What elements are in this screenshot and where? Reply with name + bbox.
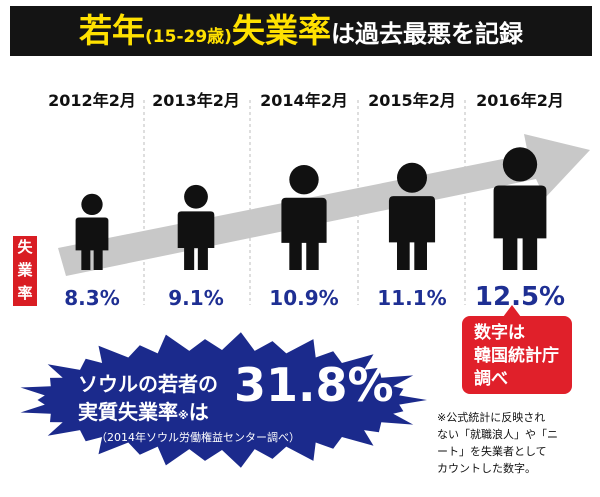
title-part-age: (15-29歳) [145,27,232,47]
year-label: 2013年2月 [152,91,240,110]
figure-head [81,193,103,216]
side-label-char: 業 [17,261,33,279]
person-figure [281,164,327,270]
person-figure [493,147,547,270]
side-label-char: 率 [17,284,33,302]
value-label: 10.9% [269,286,338,310]
callout-line: 韓国統計庁 [474,346,559,366]
figure-head [184,184,208,209]
person-figure [388,162,436,270]
footnote-line: カウントした数字。 [437,462,536,475]
footnote-line: ※公式統計に反映され [437,411,546,424]
seoul-real-rate-value: 31.8% [234,358,394,412]
burst-note-mark: ※ [178,409,189,422]
figure-body [388,196,436,270]
figure-body [493,185,547,270]
person-figure [75,193,109,270]
callout-tail [503,305,521,317]
title-bar: 若年(15-29歳)失業率は過去最悪を記録 [10,6,592,56]
figure-head [289,164,319,195]
side-label-unemployment-rate: 失 業 率 [13,236,37,306]
person-figure [177,184,215,270]
year-label: 2014年2月 [260,91,348,110]
page-title: 若年(15-29歳)失業率は過去最悪を記録 [10,6,592,56]
starburst-shape [20,332,427,468]
footnote-line: ート」を失業者として [437,445,547,458]
title-part-rate: 失業率 [231,11,331,50]
value-label: 11.1% [377,286,446,310]
year-label: 2012年2月 [48,91,136,110]
source-callout: 数字は 韓国統計庁 調べ [462,316,572,394]
year-label: 2016年2月 [476,91,564,110]
person-figures [75,147,547,270]
year-label: 2015年2月 [368,91,456,110]
callout-line: 数字は [474,323,525,343]
value-label: 9.1% [168,286,223,310]
burst-line-2-text: 実質失業率 [78,400,178,424]
figure-head [397,162,427,193]
burst-line-1: ソウルの若者の [78,372,218,396]
burst-particle: は [188,400,209,424]
footnote-line: ない「就職浪人」や「ニ [437,428,558,441]
value-label: 8.3% [64,286,119,310]
title-part-worst: は過去最悪を記録 [330,20,523,48]
burst-line-2: 実質失業率※は [78,396,209,425]
figure-head [502,147,538,182]
side-label-char: 失 [17,238,33,256]
value-labels: 8.3% 9.1% 10.9% 11.1% 12.5% [64,282,565,312]
year-labels: 2012年2月 2013年2月 2014年2月 2015年2月 2016年2月 [48,91,564,110]
figure-body [75,217,109,270]
figure-body [177,211,215,270]
burst-source: （2014年ソウル労働権益センター調べ） [96,431,300,444]
seoul-rate-callout: ソウルの若者の 実質失業率※は 31.8% （2014年ソウル労働権益センター調… [66,358,396,462]
figure-body [281,197,327,270]
footnote: ※公式統計に反映され ない「就職浪人」や「ニ ート」を失業者として カウントした… [437,409,597,477]
title-part-youth: 若年 [79,11,146,50]
callout-line: 調べ [474,369,508,389]
